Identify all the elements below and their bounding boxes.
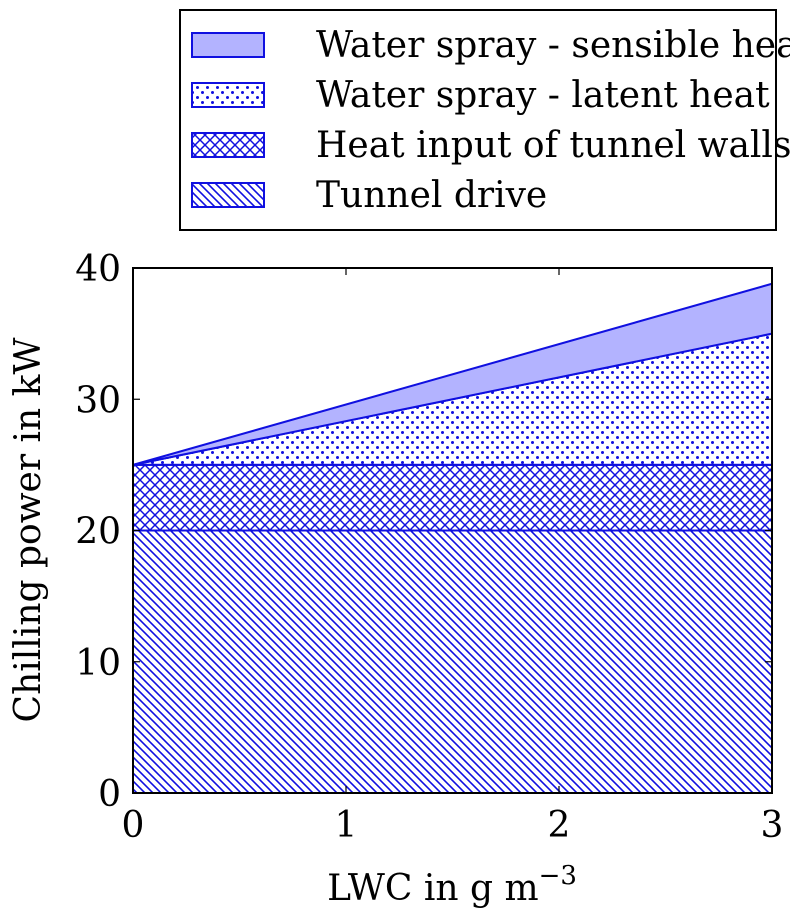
legend-label-water-spray-sensible-heat: Water spray - sensible heat — [316, 25, 790, 66]
y-tick-label: 20 — [75, 512, 121, 553]
legend: Water spray - sensible heat Water spray -… — [179, 9, 790, 231]
legend-label-water-spray-latent-heat: Water spray - latent heat — [316, 75, 770, 116]
x-tick-label: 1 — [335, 805, 358, 846]
y-tick-label: 40 — [75, 249, 121, 290]
x-tick-label: 2 — [548, 805, 571, 846]
x-axis-label-exponent: −3 — [539, 861, 577, 891]
area-tunnel-drive — [132, 529, 773, 794]
legend-swatch-tunnel-drive — [191, 182, 265, 208]
x-tick-label: 3 — [761, 805, 784, 846]
y-tick-label: 10 — [75, 643, 121, 684]
legend-box — [179, 9, 777, 231]
area-heat-input-of-tunnel-walls — [132, 463, 773, 532]
legend-swatch-water-spray-sensible-heat — [191, 32, 265, 58]
x-axis-label: LWC in g m−3 — [327, 861, 577, 908]
legend-label-tunnel-drive: Tunnel drive — [316, 175, 547, 216]
legend-swatch-heat-input-of-tunnel-walls — [191, 132, 265, 158]
axis-frame — [132, 267, 773, 794]
x-tick-label: 0 — [122, 805, 145, 846]
legend-swatch-water-spray-latent-heat — [191, 82, 265, 108]
legend-label-heat-input-of-tunnel-walls: Heat input of tunnel walls — [316, 125, 790, 166]
y-tick-label: 30 — [75, 380, 121, 421]
y-axis-label: Chilling power in kW — [8, 338, 49, 723]
y-tick-label: 0 — [98, 774, 121, 815]
